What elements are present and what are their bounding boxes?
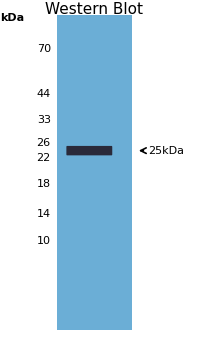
Text: 22: 22 bbox=[36, 153, 50, 163]
Text: 44: 44 bbox=[36, 89, 50, 99]
Text: Western Blot: Western Blot bbox=[45, 2, 143, 17]
Text: 33: 33 bbox=[37, 115, 50, 125]
Bar bbox=[57, 15, 131, 330]
Text: kDa: kDa bbox=[0, 13, 24, 24]
Text: 18: 18 bbox=[36, 179, 50, 189]
Text: 10: 10 bbox=[37, 236, 50, 246]
Text: 25kDa: 25kDa bbox=[147, 146, 183, 156]
Text: 14: 14 bbox=[36, 209, 50, 219]
Text: 70: 70 bbox=[36, 44, 50, 54]
Text: 26: 26 bbox=[36, 138, 50, 148]
FancyBboxPatch shape bbox=[66, 146, 112, 155]
